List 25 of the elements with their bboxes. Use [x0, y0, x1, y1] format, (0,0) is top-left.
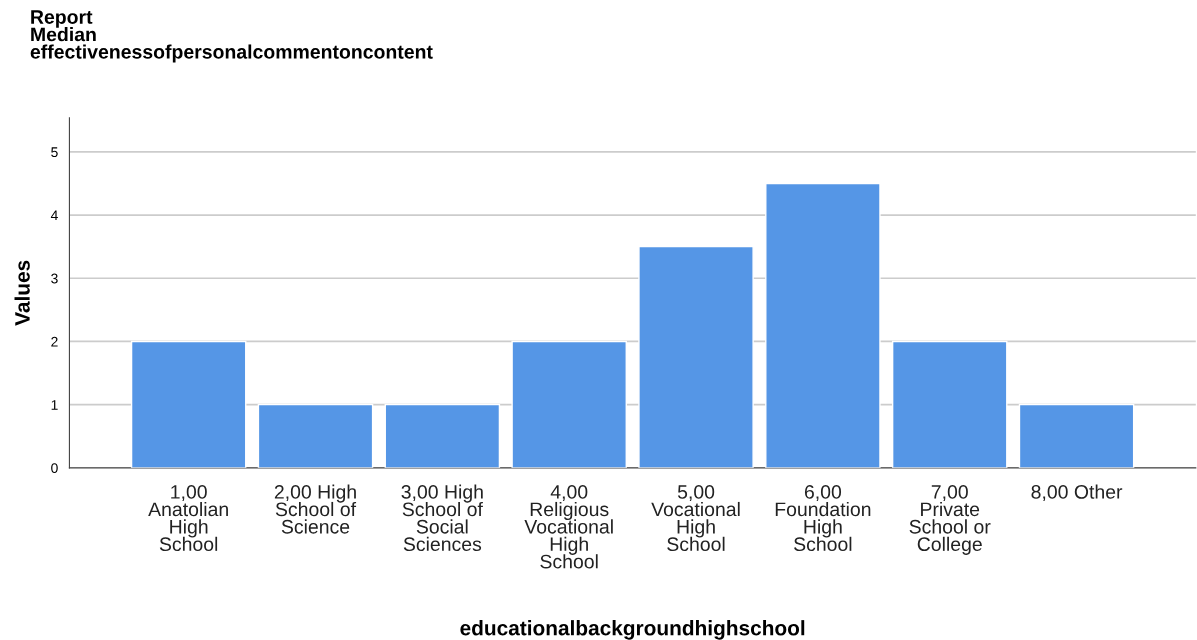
- y-tick-label: 3: [51, 273, 58, 284]
- bar: [765, 182, 881, 468]
- bar: [1018, 403, 1135, 468]
- bar: [638, 245, 754, 468]
- y-tick-label: 0: [51, 463, 58, 474]
- bar: [130, 340, 247, 468]
- bar: [384, 403, 501, 468]
- x-tick-label: 5,00 Vocational High School: [651, 485, 740, 552]
- x-tick-label: 2,00 High School of Science: [274, 484, 357, 534]
- y-tick-label: 2: [51, 336, 58, 347]
- x-axis-title: educationalbackgroundhighschool: [460, 620, 805, 640]
- y-axis-title: Values: [14, 260, 30, 326]
- x-tick-label: 4,00 Religious Vocational High School: [524, 485, 613, 569]
- x-tick-label: 7,00 Private School or College: [909, 485, 991, 555]
- y-tick-label: 4: [50, 210, 58, 221]
- chart-title: Report Median effectivenessofpersonalcommentoncontent: [30, 10, 433, 63]
- y-tick-label: 1: [51, 400, 58, 410]
- x-tick-label: 8,00 Other: [1031, 484, 1123, 502]
- x-tick-label: 1,00 Anatolian High School: [148, 485, 228, 552]
- x-tick-label: 6,00 Foundation High School: [775, 485, 871, 552]
- bar: [511, 340, 627, 468]
- y-tick-label: 5: [51, 147, 58, 158]
- x-tick-label: 3,00 High School of Social Sciences: [401, 484, 483, 552]
- bar: [891, 340, 1008, 468]
- bar: [257, 403, 374, 468]
